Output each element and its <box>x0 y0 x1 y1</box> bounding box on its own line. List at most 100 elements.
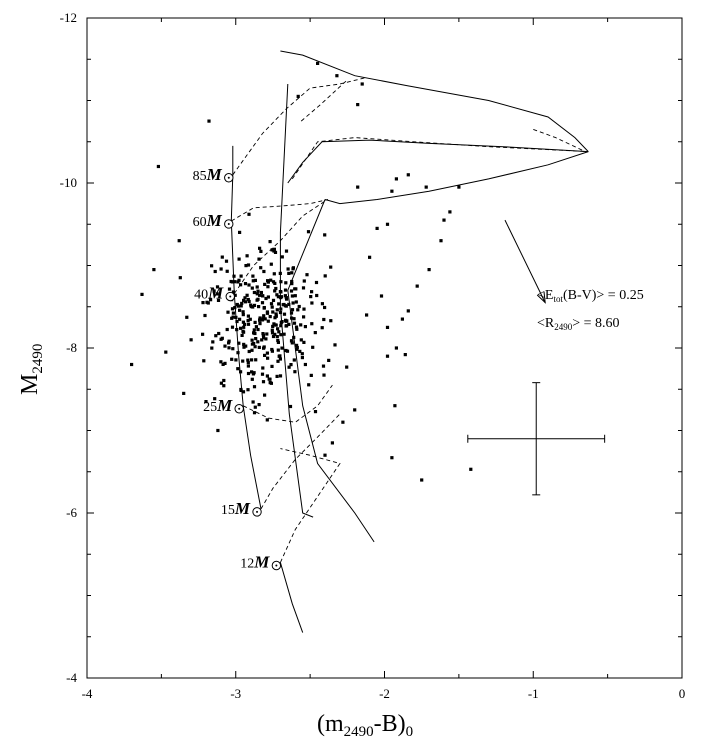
data-point <box>275 374 279 378</box>
data-point <box>241 390 246 394</box>
data-point <box>215 285 220 289</box>
data-point <box>276 338 280 343</box>
data-point <box>259 249 263 253</box>
mass-label: 12M <box>240 553 282 572</box>
data-point <box>252 290 256 295</box>
axis-tick-labels: -4 -3 -2 -1 0-4-6-8-10-12 <box>60 10 686 701</box>
data-point <box>313 331 317 335</box>
data-point <box>270 349 274 353</box>
data-point <box>375 226 379 230</box>
data-point <box>265 332 269 336</box>
data-point <box>311 345 315 349</box>
data-point <box>246 297 250 302</box>
data-point <box>442 218 446 222</box>
data-point <box>253 405 257 409</box>
data-point <box>238 317 242 321</box>
data-point <box>227 341 231 345</box>
mass-label: 85M <box>193 165 234 184</box>
data-point <box>253 278 257 282</box>
reddening-vector <box>504 219 546 304</box>
data-point <box>282 312 287 316</box>
data-point <box>283 288 288 292</box>
data-point <box>280 346 284 350</box>
data-point <box>246 263 251 267</box>
data-point <box>251 274 255 278</box>
data-point <box>298 349 302 353</box>
data-point <box>239 387 243 392</box>
data-point <box>302 307 306 311</box>
data-point <box>420 478 424 482</box>
data-point <box>235 319 239 324</box>
data-point <box>236 280 240 284</box>
data-point <box>278 374 283 378</box>
data-point <box>257 305 261 309</box>
data-point <box>231 347 235 351</box>
data-point <box>250 338 254 342</box>
data-point <box>427 268 431 272</box>
data-point <box>203 313 207 318</box>
track-dashed <box>291 137 589 180</box>
data-point <box>310 322 314 326</box>
data-point <box>283 294 287 298</box>
data-point <box>227 346 231 350</box>
mass-value: 85 <box>193 169 207 184</box>
data-point <box>293 370 297 374</box>
data-point <box>273 323 277 327</box>
data-point <box>274 312 278 316</box>
data-point <box>385 222 390 226</box>
data-point <box>217 331 221 336</box>
mass-label: 25M <box>203 396 244 415</box>
data-point <box>323 233 327 237</box>
data-point <box>264 296 268 301</box>
data-point <box>253 345 257 349</box>
data-point <box>276 327 280 331</box>
data-point <box>272 247 276 251</box>
data-point <box>258 322 262 326</box>
mass-label-text: 85M <box>193 165 223 184</box>
data-point <box>246 358 250 362</box>
data-point <box>247 349 251 354</box>
data-point <box>252 385 257 389</box>
data-point <box>259 290 263 295</box>
data-point <box>258 293 262 297</box>
track-solid <box>287 199 375 543</box>
data-point <box>270 305 274 309</box>
data-point <box>335 74 339 78</box>
data-point <box>262 336 266 340</box>
data-point <box>356 185 360 189</box>
mass-value: 40 <box>194 288 208 303</box>
data-point <box>292 321 297 325</box>
mass-label: 60M <box>193 211 234 230</box>
data-point <box>185 315 189 319</box>
data-point <box>247 299 251 304</box>
data-point <box>292 358 296 362</box>
data-point <box>289 311 294 315</box>
data-point <box>274 286 278 291</box>
data-point <box>264 337 268 341</box>
data-point <box>253 320 257 324</box>
data-point <box>406 173 410 177</box>
x-tick-label: -4 <box>82 686 93 701</box>
data-point <box>279 324 283 328</box>
data-point <box>246 322 251 326</box>
data-point <box>263 353 267 357</box>
data-point <box>277 330 281 334</box>
data-point <box>282 302 286 307</box>
data-point <box>313 410 318 414</box>
mass-symbol: M <box>206 165 223 184</box>
data-point <box>303 362 307 367</box>
data-point <box>241 320 245 324</box>
data-point <box>305 273 309 277</box>
track-solid <box>279 83 314 518</box>
data-point <box>273 289 277 293</box>
data-point <box>303 325 307 329</box>
data-point <box>231 311 235 315</box>
data-point <box>202 359 206 363</box>
error-bar <box>467 382 606 496</box>
mass-value: 15 <box>221 503 235 518</box>
data-point <box>140 292 144 296</box>
data-point <box>320 326 324 330</box>
x-tick-label: -3 <box>230 686 241 701</box>
track-dashed <box>300 79 348 122</box>
